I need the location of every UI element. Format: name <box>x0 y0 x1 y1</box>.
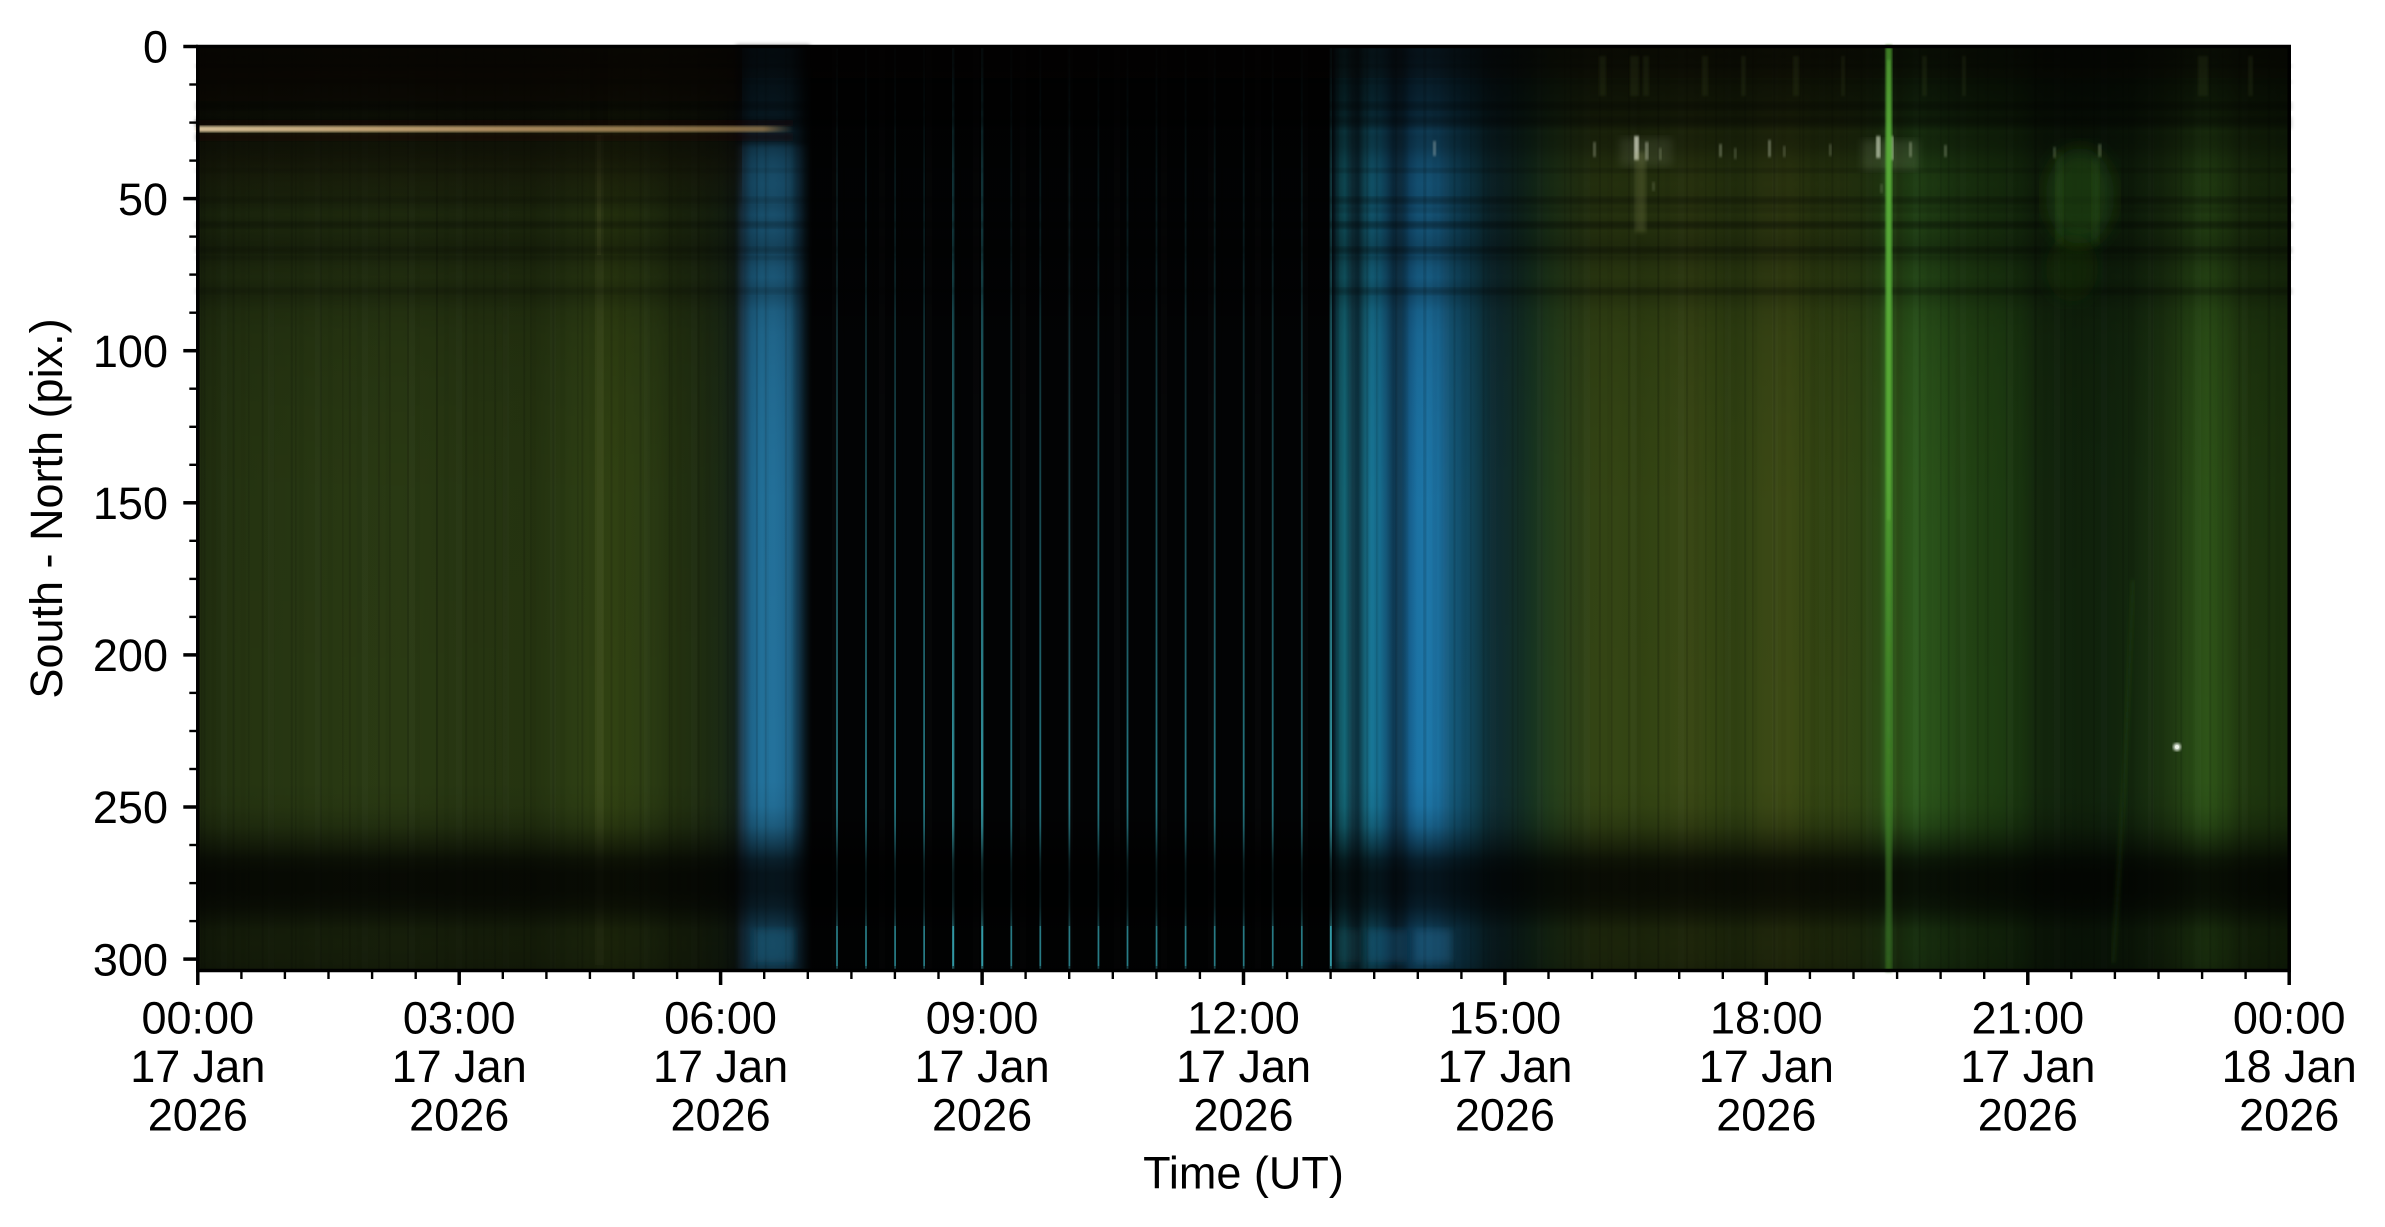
svg-text:2026: 2026 <box>671 1090 771 1141</box>
svg-text:150: 150 <box>93 478 168 529</box>
svg-text:100: 100 <box>93 326 168 377</box>
svg-text:09:00: 09:00 <box>926 993 1039 1044</box>
svg-text:250: 250 <box>93 782 168 833</box>
svg-text:03:00: 03:00 <box>403 993 516 1044</box>
svg-text:2026: 2026 <box>148 1090 248 1141</box>
svg-text:17 Jan: 17 Jan <box>1437 1041 1572 1092</box>
svg-text:17 Jan: 17 Jan <box>392 1041 527 1092</box>
svg-text:17 Jan: 17 Jan <box>915 1041 1050 1092</box>
svg-text:2026: 2026 <box>2239 1090 2339 1141</box>
svg-text:17 Jan: 17 Jan <box>130 1041 265 1092</box>
svg-text:2026: 2026 <box>1716 1090 1816 1141</box>
svg-text:18 Jan: 18 Jan <box>2222 1041 2357 1092</box>
svg-text:18:00: 18:00 <box>1710 993 1823 1044</box>
svg-text:200: 200 <box>93 630 168 681</box>
svg-text:15:00: 15:00 <box>1449 993 1562 1044</box>
svg-text:2026: 2026 <box>1193 1090 1293 1141</box>
svg-text:00:00: 00:00 <box>141 993 254 1044</box>
svg-text:17 Jan: 17 Jan <box>1960 1041 2095 1092</box>
svg-text:Time (UT): Time (UT) <box>1143 1147 1344 1198</box>
svg-text:21:00: 21:00 <box>1971 993 2084 1044</box>
svg-text:2026: 2026 <box>1455 1090 1555 1141</box>
svg-text:2026: 2026 <box>409 1090 509 1141</box>
svg-text:17 Jan: 17 Jan <box>1176 1041 1311 1092</box>
svg-text:0: 0 <box>143 22 168 73</box>
svg-text:06:00: 06:00 <box>664 993 777 1044</box>
svg-text:300: 300 <box>93 934 168 985</box>
svg-text:17 Jan: 17 Jan <box>653 1041 788 1092</box>
svg-text:2026: 2026 <box>932 1090 1032 1141</box>
svg-text:50: 50 <box>118 174 168 225</box>
svg-text:South - North (pix.): South - North (pix.) <box>21 318 72 698</box>
svg-text:2026: 2026 <box>1978 1090 2078 1141</box>
svg-text:12:00: 12:00 <box>1187 993 1300 1044</box>
svg-text:00:00: 00:00 <box>2233 993 2346 1044</box>
svg-text:17 Jan: 17 Jan <box>1699 1041 1834 1092</box>
